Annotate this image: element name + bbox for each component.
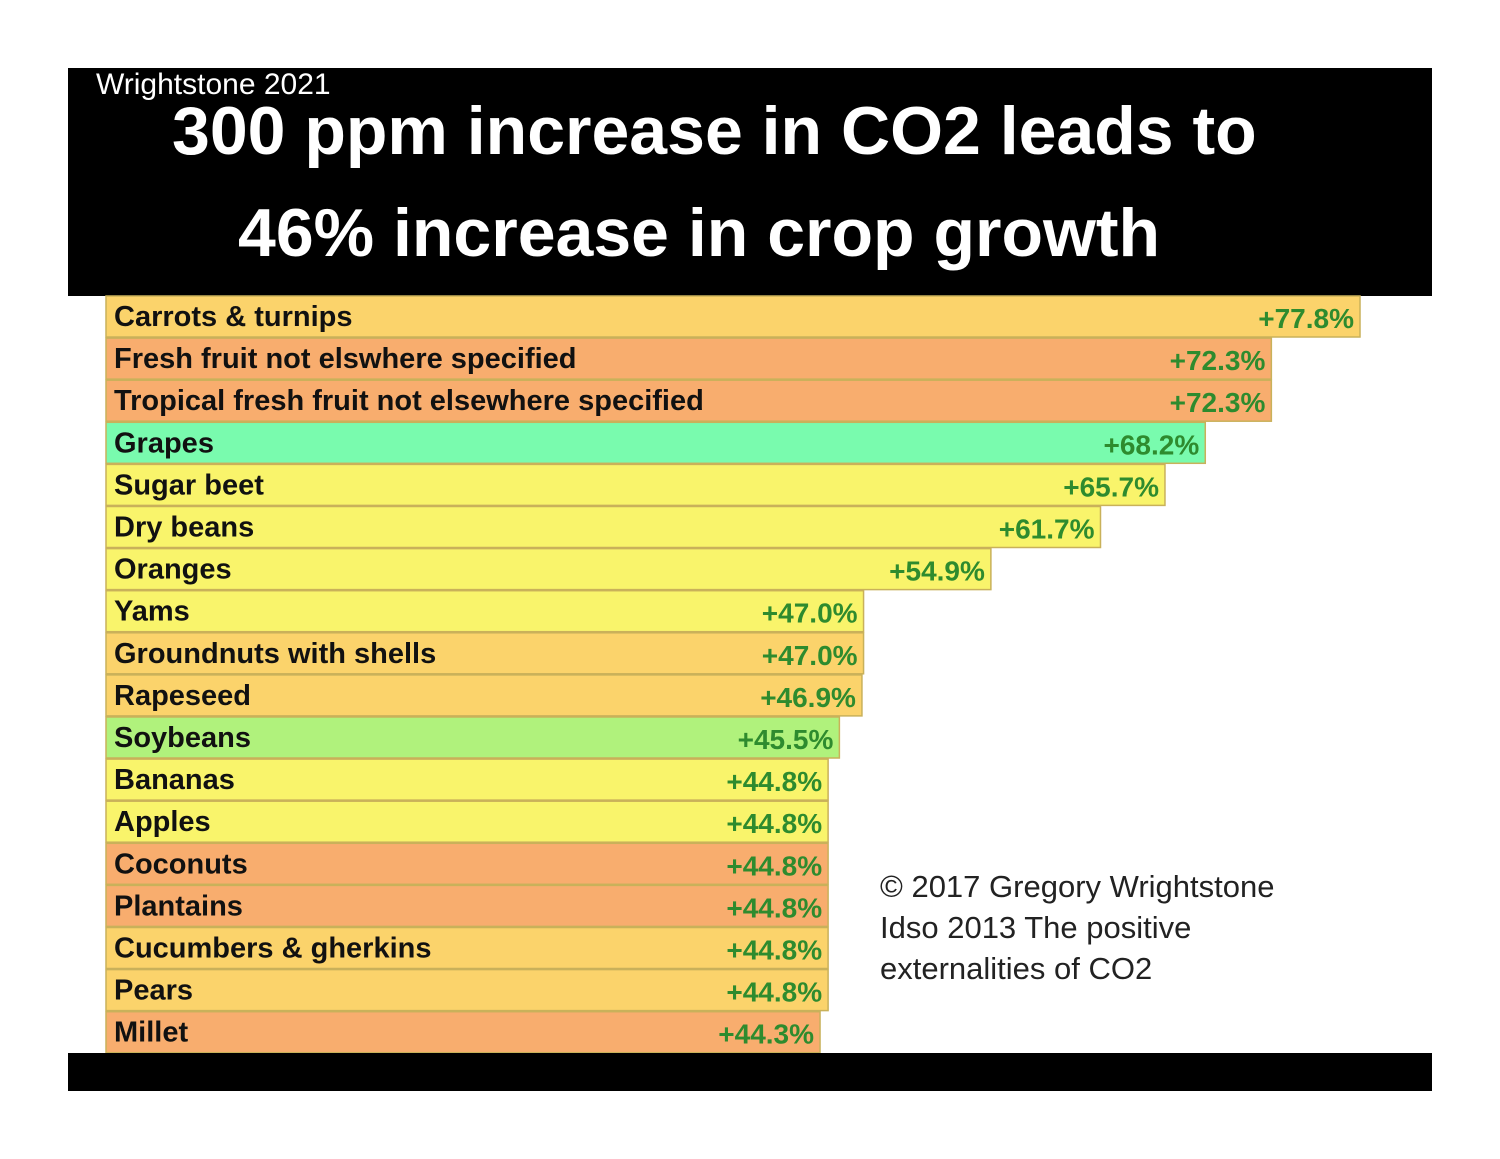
- bar: [105, 968, 829, 1012]
- bar-row: Dry beans +61.7%: [105, 505, 1102, 549]
- bar-row: Tropical fresh fruit not elsewhere speci…: [105, 379, 1273, 422]
- credit-label: Wrightstone 2021: [96, 68, 331, 101]
- bar-row: Soybeans +45.5%: [105, 716, 841, 759]
- category-label: Millet: [114, 1017, 188, 1049]
- source-note: © 2017 Gregory Wrightstone Idso 2013 The…: [880, 866, 1274, 989]
- value-label: +47.0%: [762, 640, 858, 671]
- category-label: Groundnuts with shells: [114, 638, 436, 670]
- bar: [105, 295, 1361, 338]
- bar-row: Coconuts +44.8%: [105, 842, 829, 886]
- bar-row: Plantains +44.8%: [105, 884, 829, 928]
- category-label: Pears: [114, 975, 193, 1007]
- category-label: Apples: [114, 806, 211, 838]
- source-line-copyright: © 2017 Gregory Wrightstone: [880, 869, 1275, 904]
- value-label: +44.8%: [726, 766, 822, 797]
- category-label: Sugar beet: [114, 469, 264, 501]
- source-line-reference: Idso 2013 The positive: [880, 910, 1192, 945]
- bar-row: Yams +47.0%: [105, 589, 865, 633]
- value-label: +44.8%: [726, 977, 822, 1008]
- value-label: +77.8%: [1258, 303, 1354, 334]
- bar: [105, 1010, 821, 1054]
- source-line-reference-cont: externalities of CO2: [880, 951, 1153, 986]
- bar: [105, 463, 1166, 507]
- bar: [105, 632, 865, 675]
- bar-row: Sugar beet +65.7%: [105, 463, 1166, 507]
- value-label: +44.8%: [726, 850, 822, 881]
- bar: [105, 505, 1102, 549]
- category-label: Oranges: [114, 554, 232, 586]
- bar: [105, 758, 829, 801]
- bar-row: Oranges +54.9%: [105, 547, 992, 591]
- bar: [105, 589, 865, 633]
- value-label: +44.8%: [726, 935, 822, 966]
- bar: [105, 421, 1207, 465]
- value-label: +68.2%: [1104, 429, 1200, 460]
- header-banner: Wrightstone 2021 300 ppm increase in CO2…: [68, 68, 1432, 296]
- bar: [105, 926, 829, 970]
- category-label: Carrots & turnips: [114, 301, 352, 333]
- bar: [105, 547, 992, 591]
- value-label: +61.7%: [999, 514, 1095, 545]
- chart-title-line-2: 46% increase in crop growth: [238, 195, 1161, 271]
- bar: [105, 884, 829, 928]
- value-label: +65.7%: [1063, 471, 1159, 502]
- bar-row: Grapes +68.2%: [105, 421, 1207, 465]
- bar: [105, 674, 863, 717]
- value-label: +47.0%: [762, 598, 858, 629]
- bar-row: Apples +44.8%: [105, 800, 829, 843]
- bar: [105, 337, 1273, 380]
- category-label: Rapeseed: [114, 680, 251, 712]
- value-label: +46.9%: [760, 682, 856, 713]
- value-label: +45.5%: [738, 724, 834, 755]
- category-label: Tropical fresh fruit not elsewhere speci…: [114, 385, 704, 417]
- category-label: Soybeans: [114, 722, 251, 754]
- bar-row: Rapeseed +46.9%: [105, 674, 863, 717]
- bar: [105, 716, 841, 759]
- value-label: +44.8%: [726, 808, 822, 839]
- value-label: +54.9%: [889, 556, 985, 587]
- bar-row: Bananas +44.8%: [105, 758, 829, 801]
- value-label: +72.3%: [1170, 387, 1266, 418]
- bar: [105, 379, 1273, 422]
- bar: [105, 842, 829, 886]
- bar-row: Millet +44.3%: [105, 1010, 821, 1054]
- bar-row: Carrots & turnips +77.8%: [105, 295, 1361, 338]
- value-label: +44.8%: [726, 892, 822, 923]
- category-label: Fresh fruit not elswhere specified: [114, 343, 577, 375]
- bar: [105, 800, 829, 843]
- bar-row: Pears +44.8%: [105, 968, 829, 1012]
- bar-row: Groundnuts with shells +47.0%: [105, 632, 865, 675]
- footer-bar: [68, 1053, 1432, 1091]
- category-label: Dry beans: [114, 512, 254, 544]
- value-label: +44.3%: [718, 1019, 814, 1050]
- value-label: +72.3%: [1170, 345, 1266, 376]
- category-label: Bananas: [114, 764, 235, 796]
- category-label: Cucumbers & gherkins: [114, 933, 431, 965]
- category-label: Coconuts: [114, 848, 248, 880]
- category-label: Plantains: [114, 890, 243, 922]
- chart-title-line-1: 300 ppm increase in CO2 leads to: [172, 93, 1257, 169]
- category-label: Grapes: [114, 427, 214, 459]
- bar-row: Cucumbers & gherkins +44.8%: [105, 926, 829, 970]
- category-label: Yams: [114, 596, 190, 628]
- bar-row: Fresh fruit not elswhere specified +72.3%: [105, 337, 1273, 380]
